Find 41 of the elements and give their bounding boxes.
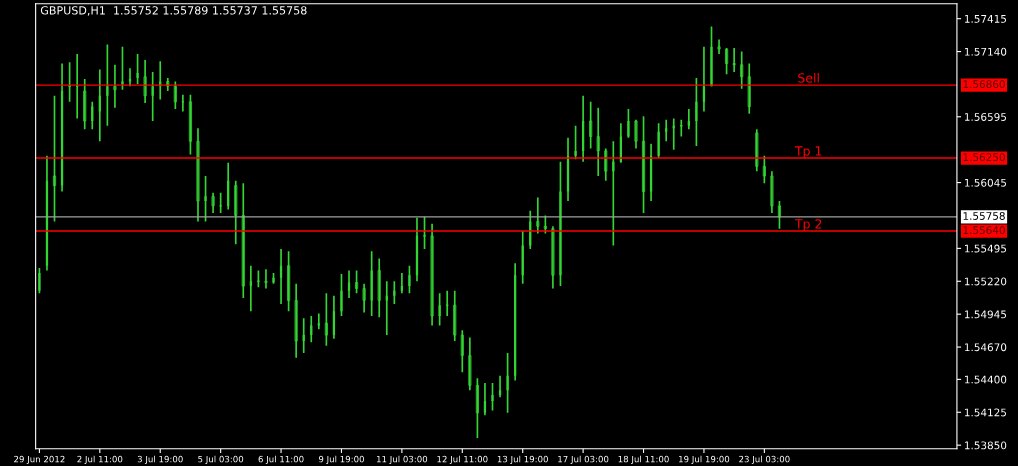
- x-tick-label: 5 Jul 03:00: [198, 455, 244, 464]
- y-tick-label: 1.56045: [965, 178, 1007, 187]
- x-tick-label: 13 Jul 19:00: [497, 455, 548, 464]
- candlestick: [422, 215, 427, 250]
- x-tick-label: 23 Jul 03:00: [739, 455, 790, 464]
- y-tick-label: 1.53850: [965, 441, 1007, 450]
- ref-line-label: 1.55758: [963, 212, 1005, 220]
- y-tick-label: 1.55495: [965, 244, 1007, 253]
- candlestick: [136, 53, 139, 85]
- x-tick-label: 18 Jul 11:00: [618, 455, 669, 464]
- x-tick-label: 6 Jul 11:00: [258, 455, 304, 464]
- x-tick-label: 11 Jul 03:00: [377, 455, 428, 464]
- annotation: Tp 2: [794, 219, 822, 232]
- x-tick-label: 9 Jul 19:00: [318, 455, 364, 464]
- x-tick-label: 3 Jul 19:00: [137, 455, 183, 464]
- ref-line-label: 1.55640: [963, 226, 1005, 235]
- y-tick-label: 1.55220: [965, 277, 1007, 286]
- ref-line-label: 1.56860: [963, 80, 1005, 89]
- y-tick-label: 1.54125: [965, 408, 1007, 417]
- x-tick-label: 17 Jul 03:00: [558, 455, 609, 464]
- y-tick-label: 1.54945: [965, 310, 1007, 319]
- candlestick: [627, 108, 630, 139]
- x-tick-label: 19 Jul 19:00: [679, 455, 730, 464]
- y-tick-label: 1.54400: [965, 375, 1007, 384]
- y-tick-label: 1.57415: [965, 15, 1007, 23]
- x-tick-label: 29 Jun 2012: [14, 455, 65, 464]
- ref-line-label: 1.56250: [963, 153, 1005, 162]
- candlestick: [408, 264, 411, 295]
- y-tick-label: 1.54670: [965, 343, 1007, 352]
- candlestick: [121, 45, 124, 91]
- annotation: Sell: [798, 72, 819, 83]
- x-tick-label: 2 Jul 11:00: [77, 455, 123, 464]
- annotation: Tp 1: [794, 146, 822, 159]
- candlestick: [106, 43, 109, 127]
- x-tick-label: 12 Jul 11:00: [437, 455, 488, 464]
- candlestick: [181, 93, 185, 113]
- chart-title: GBPUSD,H1 1.55752 1.55789 1.55737 1.55758: [40, 6, 307, 16]
- y-tick-label: 1.56595: [965, 113, 1007, 121]
- y-tick-label: 1.57140: [965, 47, 1007, 56]
- candlestick: [204, 175, 207, 223]
- candlestick: [67, 61, 72, 103]
